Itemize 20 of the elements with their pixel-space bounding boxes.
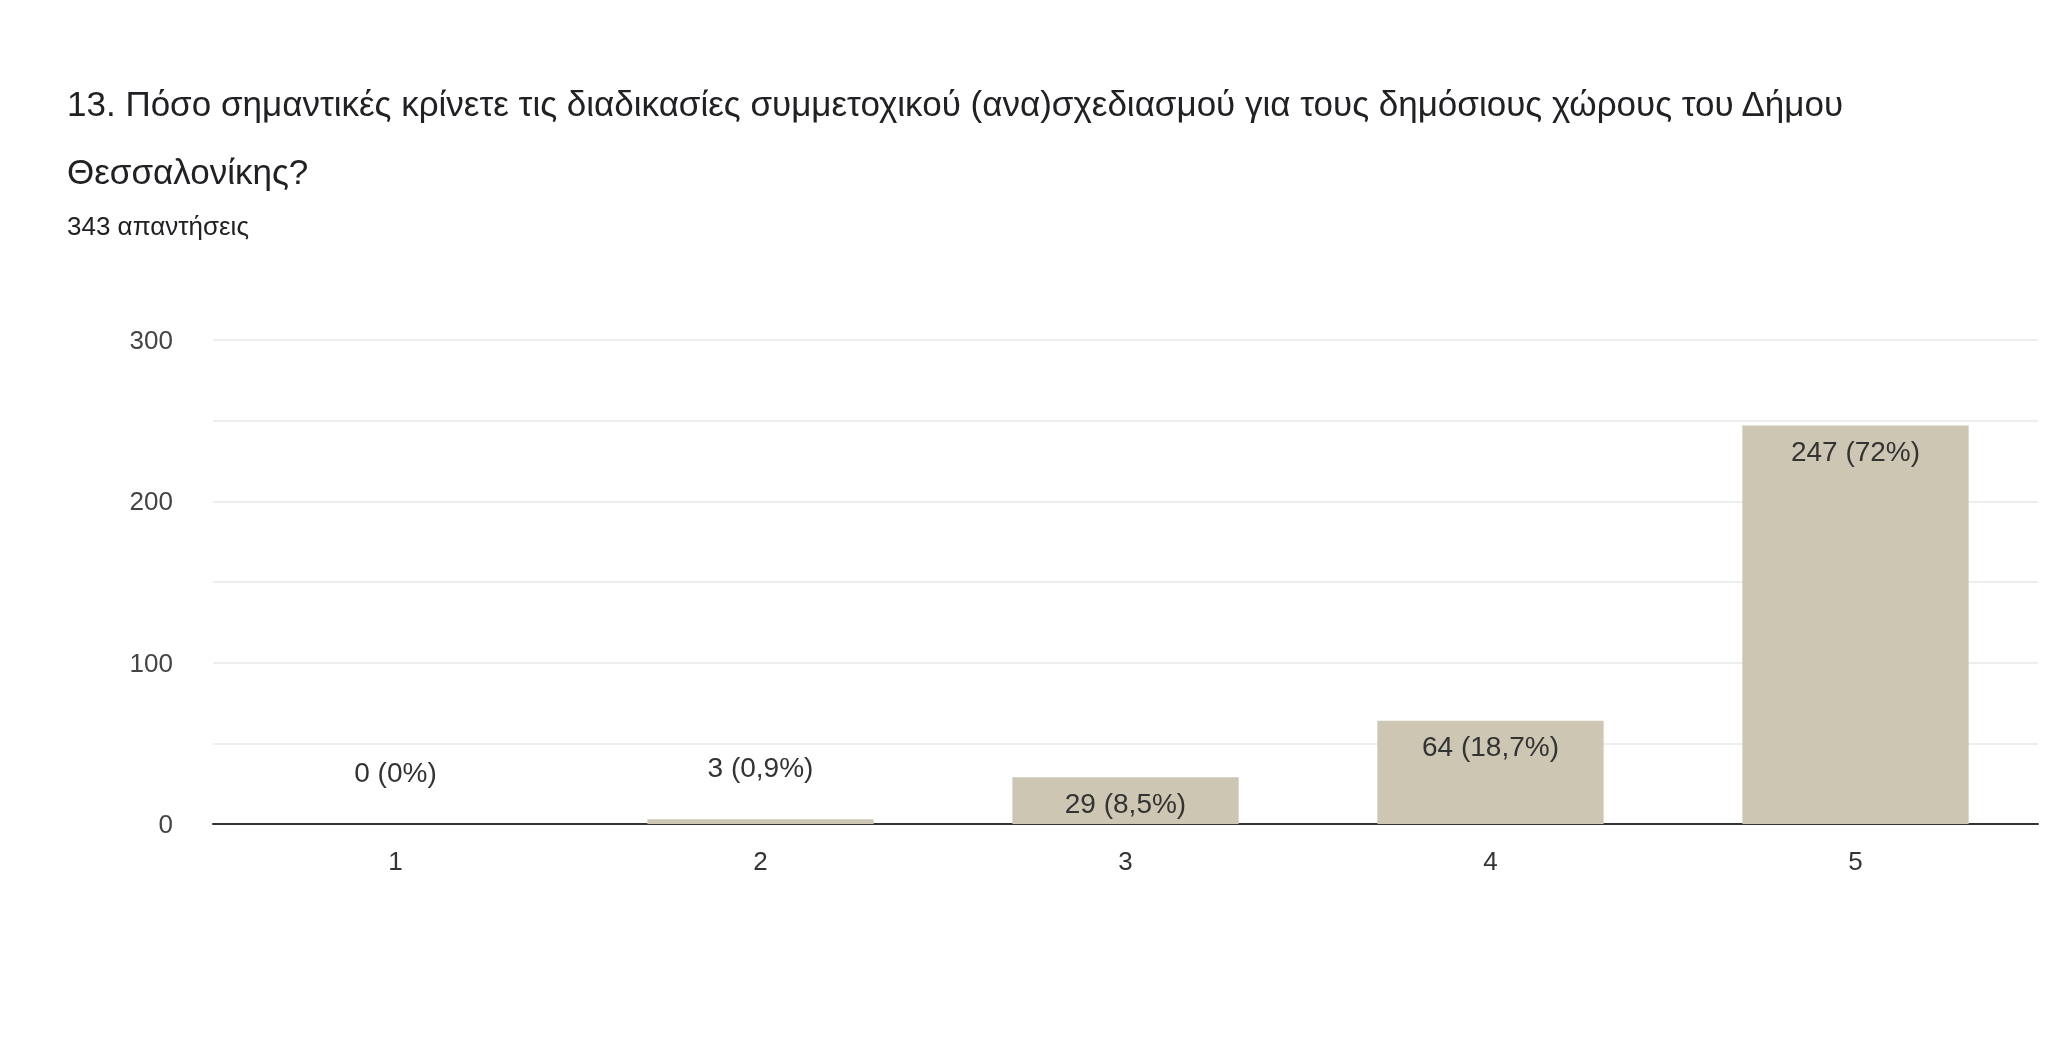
x-tick-label: 5 bbox=[1848, 846, 1863, 876]
y-tick-label: 200 bbox=[129, 486, 173, 517]
chart-title: 13. Πόσο σημαντικές κρίνετε τις διαδικασίες συμμετοχικού (ανα)σχεδιασμού για τους δημόσιους χώρους του Δήμου Θεσσαλονίκης? bbox=[67, 83, 1845, 193]
chart-subtitle: 343 απαντήσεις bbox=[67, 210, 250, 243]
data-label: 29 (8,5%) bbox=[1064, 787, 1187, 819]
bar bbox=[647, 819, 874, 824]
x-tick-label: 2 bbox=[753, 846, 768, 876]
data-label: 3 (0,9%) bbox=[707, 751, 814, 783]
x-tick-label: 3 bbox=[1118, 846, 1133, 876]
bar bbox=[1012, 777, 1239, 824]
bar bbox=[1742, 425, 1969, 824]
y-tick-label: 100 bbox=[129, 647, 173, 678]
x-tick-label: 4 bbox=[1483, 846, 1498, 876]
bar bbox=[1377, 720, 1604, 824]
data-label: 0 (0%) bbox=[354, 756, 437, 788]
y-tick-label: 300 bbox=[129, 325, 173, 355]
data-label: 247 (72%) bbox=[1790, 436, 1921, 468]
x-tick-label: 1 bbox=[388, 846, 403, 876]
data-label: 64 (18,7%) bbox=[1422, 731, 1559, 763]
y-tick-label: 0 bbox=[158, 809, 173, 839]
